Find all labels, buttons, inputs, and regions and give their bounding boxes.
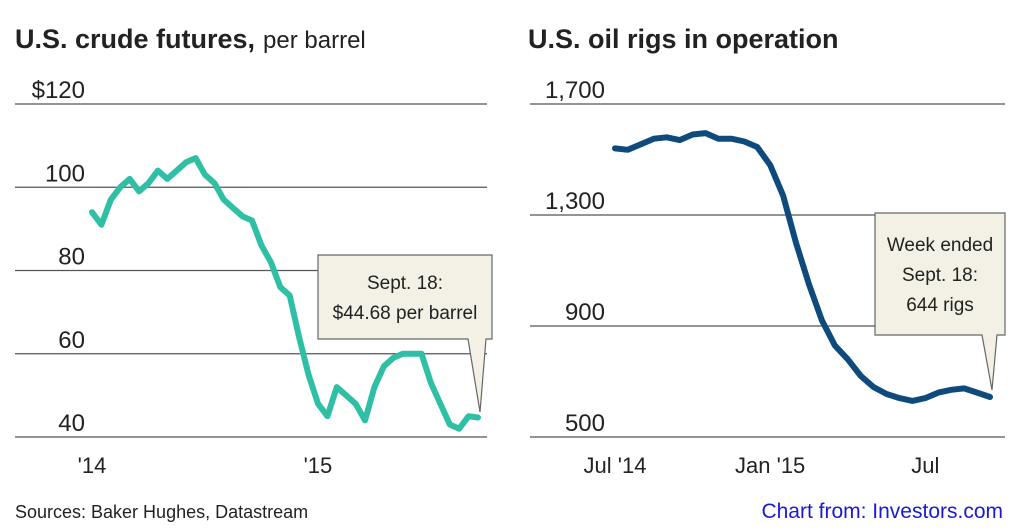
y-tick-label: 1,300 — [545, 188, 605, 215]
x-tick-label: Jan '15 — [735, 453, 805, 478]
chart-title: U.S. crude futures, per barrel — [15, 24, 366, 54]
data-line — [612, 130, 993, 404]
annotation: $44.68 per barrel — [333, 303, 478, 324]
y-tick-label: 40 — [58, 410, 85, 437]
sources: Sources: Baker Hughes, Datastream — [15, 502, 308, 522]
y-tick-label: $120 — [32, 77, 85, 104]
annotation: Sept. 18: — [902, 265, 978, 286]
annotation: Sept. 18: — [367, 273, 443, 294]
x-tick-label: Jul — [911, 453, 939, 478]
y-tick-label: 500 — [565, 410, 605, 437]
y-tick-label: 60 — [58, 327, 85, 354]
callout-box — [317, 254, 493, 413]
y-tick-label: 100 — [45, 160, 85, 187]
x-tick-label: Jul '14 — [584, 453, 647, 478]
data-line — [89, 155, 481, 432]
chart-title: U.S. oil rigs in operation — [528, 24, 839, 54]
credit: Chart from: Investors.com — [761, 500, 1003, 523]
y-tick-label: 80 — [58, 244, 85, 271]
chart-title-text: U.S. oil rigs in operation — [528, 24, 839, 54]
annotation: Week ended — [887, 235, 993, 256]
annotation: 644 rigs — [906, 295, 974, 316]
y-tick-label: 900 — [565, 299, 605, 326]
chart-subtitle: per barrel — [263, 27, 366, 54]
y-tick-label: 1,700 — [545, 77, 605, 104]
x-tick-label: '15 — [304, 453, 333, 478]
x-tick-label: '14 — [78, 453, 107, 478]
callout-box — [874, 212, 1006, 391]
chart-title-text: U.S. crude futures, — [15, 24, 255, 54]
